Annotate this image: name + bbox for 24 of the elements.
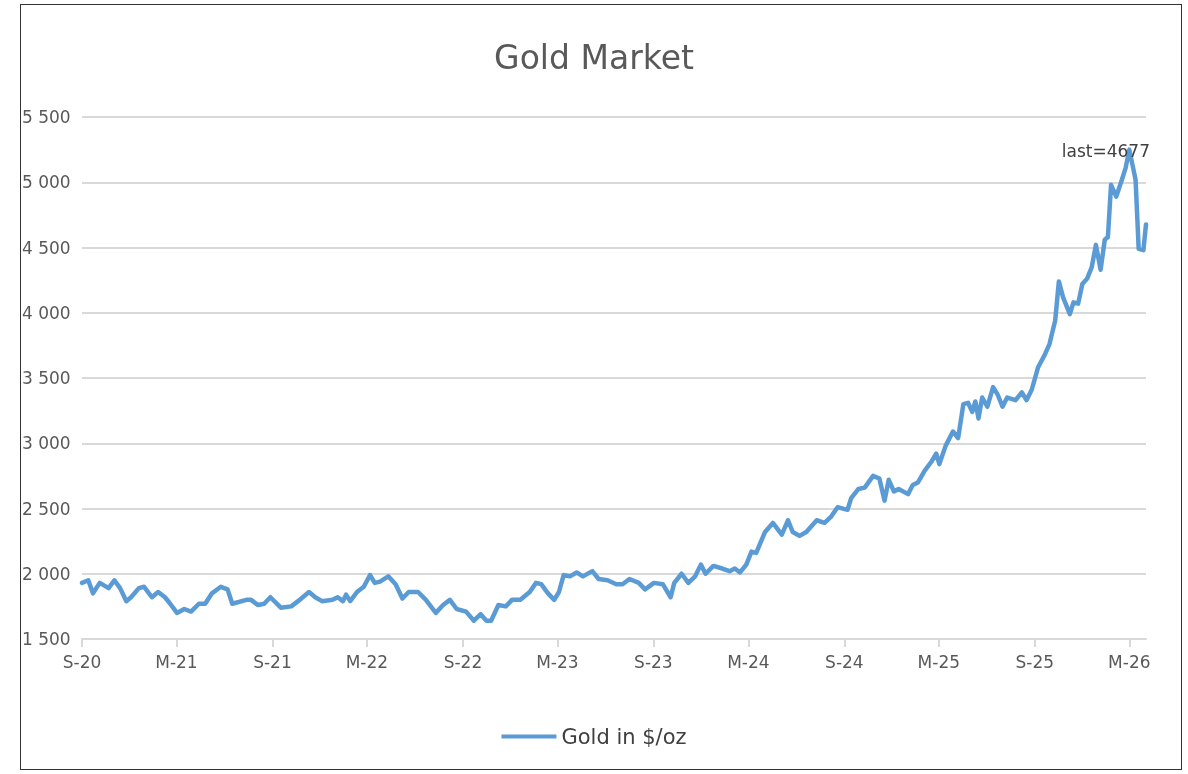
y-tick-label: 2 000 <box>22 563 71 584</box>
y-tick-label: 3 500 <box>22 368 71 388</box>
y-tick-label: 4 000 <box>22 302 71 323</box>
x-tick-label: M-25 <box>917 651 961 672</box>
y-tick-label: 5 000 <box>22 172 71 193</box>
x-tick-label: M-22 <box>345 651 389 672</box>
legend-label: Gold in $/oz <box>561 724 687 749</box>
annotation: last=4677 <box>1061 140 1150 161</box>
x-tick-label: M-21 <box>155 651 198 672</box>
x-tick-label: M-23 <box>536 651 579 672</box>
y-tick-label: 5 500 <box>22 107 71 127</box>
x-tick-label: S-22 <box>443 651 483 672</box>
x-tick-label: S-24 <box>825 651 864 672</box>
y-tick-label: 2 500 <box>22 498 71 519</box>
x-tick-label: M-26 <box>1108 651 1151 672</box>
x-tick-label: S-20 <box>62 651 102 672</box>
x-tick-label: S-25 <box>1015 651 1055 672</box>
chart-title: Gold Market <box>494 38 694 77</box>
y-tick-label: 3 000 <box>22 433 71 454</box>
x-tick-label: S-21 <box>253 651 292 672</box>
y-tick-label: 1 500 <box>22 629 71 649</box>
x-tick-label: M-24 <box>727 651 770 672</box>
y-tick-label: 4 500 <box>22 237 71 258</box>
x-tick-label: S-23 <box>634 651 673 672</box>
